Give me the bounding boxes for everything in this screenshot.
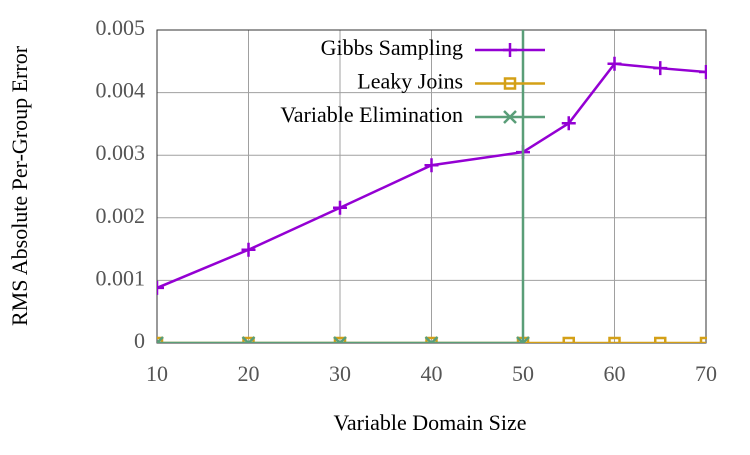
- marker: [653, 61, 668, 76]
- marker: [654, 336, 667, 343]
- marker: [425, 336, 438, 343]
- y-tick-label: 0.005: [96, 15, 146, 40]
- marker: [562, 336, 575, 343]
- legend-label: Leaky Joins: [357, 69, 463, 94]
- x-axis-label: Variable Domain Size: [333, 410, 526, 435]
- marker: [607, 56, 622, 71]
- marker: [333, 336, 347, 343]
- marker: [333, 200, 347, 215]
- marker: [333, 336, 347, 343]
- marker: [608, 336, 621, 343]
- x-tick-label: 50: [512, 361, 534, 386]
- marker: [561, 116, 576, 131]
- y-tick-label: 0.003: [96, 140, 146, 165]
- x-tick-label: 30: [329, 361, 351, 386]
- x-tick-label: 40: [421, 361, 443, 386]
- y-tick-label: 0.001: [96, 265, 146, 290]
- marker: [424, 158, 439, 173]
- legend-label: Variable Elimination: [280, 102, 463, 127]
- y-tick-label: 0.002: [96, 203, 146, 228]
- y-axis-label: RMS Absolute Per-Group Error: [7, 45, 32, 326]
- x-tick-label: 60: [604, 361, 626, 386]
- marker: [157, 280, 164, 295]
- marker: [241, 242, 256, 257]
- marker: [157, 336, 164, 343]
- plot-area: [157, 30, 707, 343]
- marker: [241, 336, 256, 343]
- marker: [516, 336, 530, 343]
- series-line: [157, 30, 525, 343]
- y-tick-label: 0: [134, 328, 145, 353]
- marker: [424, 336, 439, 343]
- marker: [699, 336, 707, 343]
- x-tick-label: 70: [695, 361, 717, 386]
- x-tick-label: 10: [146, 361, 168, 386]
- marker: [699, 64, 707, 79]
- x-tick-label: 20: [238, 361, 260, 386]
- marker: [503, 77, 517, 90]
- legend-label: Gibbs Sampling: [321, 35, 463, 60]
- marker: [503, 110, 517, 124]
- marker: [242, 336, 255, 343]
- y-tick-label: 0.004: [96, 78, 146, 103]
- marker: [503, 43, 517, 57]
